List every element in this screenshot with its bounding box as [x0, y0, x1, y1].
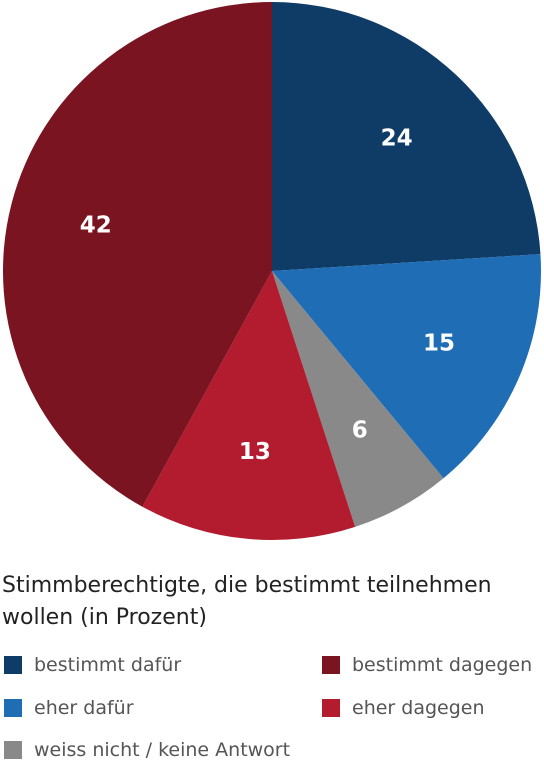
legend-swatch: [322, 656, 340, 674]
legend-item-eher-dafuer: eher dafür: [4, 697, 134, 719]
pie-slice-eher-daf-r: [272, 254, 542, 479]
legend-swatch: [322, 699, 340, 717]
legend-item-weiss-nicht: weiss nicht / keine Antwort: [4, 739, 290, 761]
pie-slice-eher-dagegen: [142, 271, 356, 540]
slice-value-label-eher-daf-r: 15: [423, 330, 455, 356]
legend-label: weiss nicht / keine Antwort: [34, 739, 291, 761]
pie-slice-bestimmt-dagegen: [2, 1, 272, 507]
slice-value-label-weiss-nicht-keine-antwort: 6: [352, 418, 368, 444]
legend-swatch: [4, 741, 22, 759]
slice-value-label-bestimmt-dagegen: 42: [80, 213, 112, 239]
legend-item-bestimmt-dafuer: bestimmt dafür: [4, 654, 181, 676]
legend-item-bestimmt-dagegen: bestimmt dagegen: [322, 654, 532, 676]
legend-swatch: [4, 656, 22, 674]
pie-slice-weiss-nicht-keine-antwort: [272, 271, 444, 527]
slice-value-label-bestimmt-daf-r: 24: [381, 125, 413, 151]
slice-value-label-eher-dagegen: 13: [239, 439, 271, 465]
legend: bestimmt dafür bestimmt dagegen eher daf…: [0, 650, 544, 770]
pie-slice-bestimmt-daf-r: [272, 2, 541, 271]
legend-swatch: [4, 699, 22, 717]
pie-chart: 24 15 6 13 42: [2, 1, 542, 540]
legend-label: eher dagegen: [352, 697, 485, 719]
chart-title: Stimmberechtigte, die bestimmt teilnehme…: [2, 573, 492, 630]
legend-label: bestimmt dafür: [34, 654, 182, 676]
legend-label: eher dafür: [34, 697, 134, 719]
legend-item-eher-dagegen: eher dagegen: [322, 697, 485, 719]
legend-label: bestimmt dagegen: [352, 654, 533, 676]
